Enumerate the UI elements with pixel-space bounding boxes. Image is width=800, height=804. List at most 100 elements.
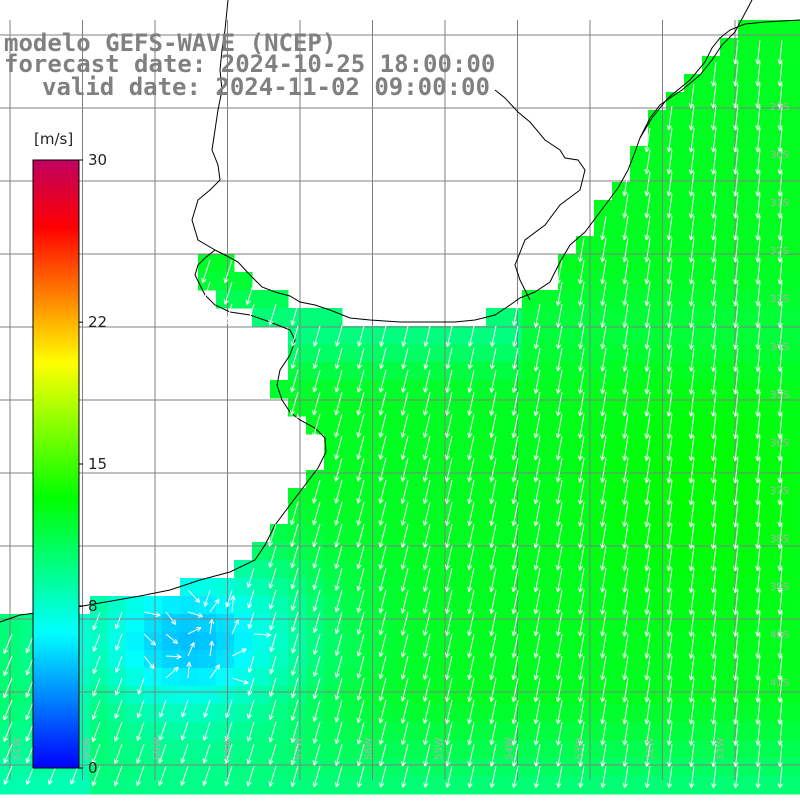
wind-speed-cell bbox=[666, 614, 685, 633]
wind-speed-cell bbox=[774, 362, 793, 381]
lon-label: 56W bbox=[364, 737, 375, 760]
wind-speed-cell bbox=[648, 668, 667, 687]
wind-speed-cell bbox=[162, 650, 181, 669]
wind-speed-cell bbox=[522, 596, 541, 615]
lat-label: 36S bbox=[770, 438, 789, 449]
wind-speed-cell bbox=[702, 182, 721, 201]
wind-speed-cell bbox=[162, 632, 181, 651]
wind-speed-cell bbox=[540, 668, 559, 687]
wind-speed-cell bbox=[792, 506, 800, 525]
wind-speed-cell bbox=[612, 542, 631, 561]
wind-speed-cell bbox=[702, 650, 721, 669]
wind-speed-cell bbox=[702, 128, 721, 147]
lon-label: 59W bbox=[153, 737, 164, 760]
wind-speed-cell bbox=[630, 452, 649, 471]
wind-speed-cell bbox=[270, 560, 289, 579]
wind-speed-cell bbox=[288, 632, 307, 651]
wind-speed-cell bbox=[576, 524, 595, 543]
wind-speed-cell bbox=[126, 686, 145, 705]
wind-speed-cell bbox=[396, 632, 415, 651]
wind-speed-cell bbox=[450, 542, 469, 561]
wind-speed-cell bbox=[144, 596, 163, 615]
wind-speed-cell bbox=[324, 740, 343, 759]
wind-speed-cell bbox=[774, 704, 793, 723]
colorbar-tick-label: 8 bbox=[88, 597, 98, 615]
wind-speed-cell bbox=[774, 506, 793, 525]
wind-speed-cell bbox=[666, 776, 685, 795]
wind-speed-cell bbox=[504, 506, 523, 525]
wind-speed-cell bbox=[702, 236, 721, 255]
wind-speed-cell bbox=[324, 542, 343, 561]
wind-speed-cell bbox=[792, 236, 800, 255]
wind-speed-cell bbox=[90, 704, 109, 723]
wind-speed-cell bbox=[702, 254, 721, 273]
lat-label: 33S bbox=[770, 294, 789, 305]
wind-speed-cell bbox=[450, 560, 469, 579]
wind-speed-cell bbox=[198, 632, 217, 651]
wind-speed-cell bbox=[702, 380, 721, 399]
wind-speed-cell bbox=[738, 344, 757, 363]
wind-speed-cell bbox=[576, 362, 595, 381]
wind-speed-cell bbox=[594, 506, 613, 525]
wind-speed-cell bbox=[738, 128, 757, 147]
wind-speed-cell bbox=[540, 632, 559, 651]
wind-speed-cell bbox=[720, 38, 739, 57]
wind-speed-cell bbox=[792, 524, 800, 543]
wind-speed-cell bbox=[342, 632, 361, 651]
wind-speed-cell bbox=[270, 632, 289, 651]
wind-speed-cell bbox=[792, 704, 800, 723]
wind-speed-cell bbox=[738, 236, 757, 255]
wind-speed-cell bbox=[252, 596, 271, 615]
wind-speed-cell bbox=[324, 344, 343, 363]
wind-speed-cell bbox=[702, 596, 721, 615]
wind-speed-cell bbox=[792, 686, 800, 705]
wind-speed-cell bbox=[504, 362, 523, 381]
wind-speed-cell bbox=[702, 452, 721, 471]
wind-speed-cell bbox=[792, 326, 800, 345]
wind-speed-cell bbox=[792, 668, 800, 687]
wind-speed-cell bbox=[792, 56, 800, 75]
wind-speed-cell bbox=[396, 434, 415, 453]
wind-speed-cell bbox=[612, 596, 631, 615]
wind-speed-cell bbox=[378, 416, 397, 435]
wind-speed-cell bbox=[738, 380, 757, 399]
wind-speed-cell bbox=[504, 452, 523, 471]
wind-speed-cell bbox=[540, 398, 559, 417]
lat-label: 39S bbox=[770, 582, 789, 593]
wind-speed-cell bbox=[774, 722, 793, 741]
wind-speed-cell bbox=[540, 578, 559, 597]
wind-speed-cell bbox=[630, 290, 649, 309]
wind-speed-cell bbox=[234, 740, 253, 759]
wind-speed-cell bbox=[558, 290, 577, 309]
wind-speed-cell bbox=[378, 326, 397, 345]
wind-speed-cell bbox=[540, 740, 559, 759]
wind-speed-cell bbox=[450, 434, 469, 453]
wind-speed-cell bbox=[252, 308, 271, 327]
wind-speed-cell bbox=[378, 722, 397, 741]
wind-speed-cell bbox=[594, 704, 613, 723]
wind-speed-cell bbox=[450, 704, 469, 723]
wind-speed-cell bbox=[450, 524, 469, 543]
wind-speed-cell bbox=[774, 56, 793, 75]
wind-speed-cell bbox=[450, 578, 469, 597]
wind-speed-cell bbox=[558, 650, 577, 669]
wind-speed-cell bbox=[738, 632, 757, 651]
colorbar-tick-label: 22 bbox=[88, 313, 107, 331]
wind-speed-cell bbox=[216, 632, 235, 651]
wind-speed-cell bbox=[252, 722, 271, 741]
wind-speed-cell bbox=[450, 398, 469, 417]
wind-speed-cell bbox=[738, 650, 757, 669]
wind-speed-cell bbox=[738, 146, 757, 165]
wind-speed-cell bbox=[792, 614, 800, 633]
wind-speed-cell bbox=[450, 614, 469, 633]
valid-date: valid date: 2024-11-02 09:00:00 bbox=[42, 74, 490, 100]
wind-speed-cell bbox=[144, 632, 163, 651]
wind-speed-cell bbox=[738, 506, 757, 525]
wind-speed-cell bbox=[414, 344, 433, 363]
wind-speed-cell bbox=[90, 614, 109, 633]
wind-speed-cell bbox=[108, 650, 127, 669]
wind-speed-cell bbox=[594, 308, 613, 327]
wind-speed-cell bbox=[702, 272, 721, 291]
wind-speed-cell bbox=[576, 290, 595, 309]
wind-speed-cell bbox=[684, 290, 703, 309]
